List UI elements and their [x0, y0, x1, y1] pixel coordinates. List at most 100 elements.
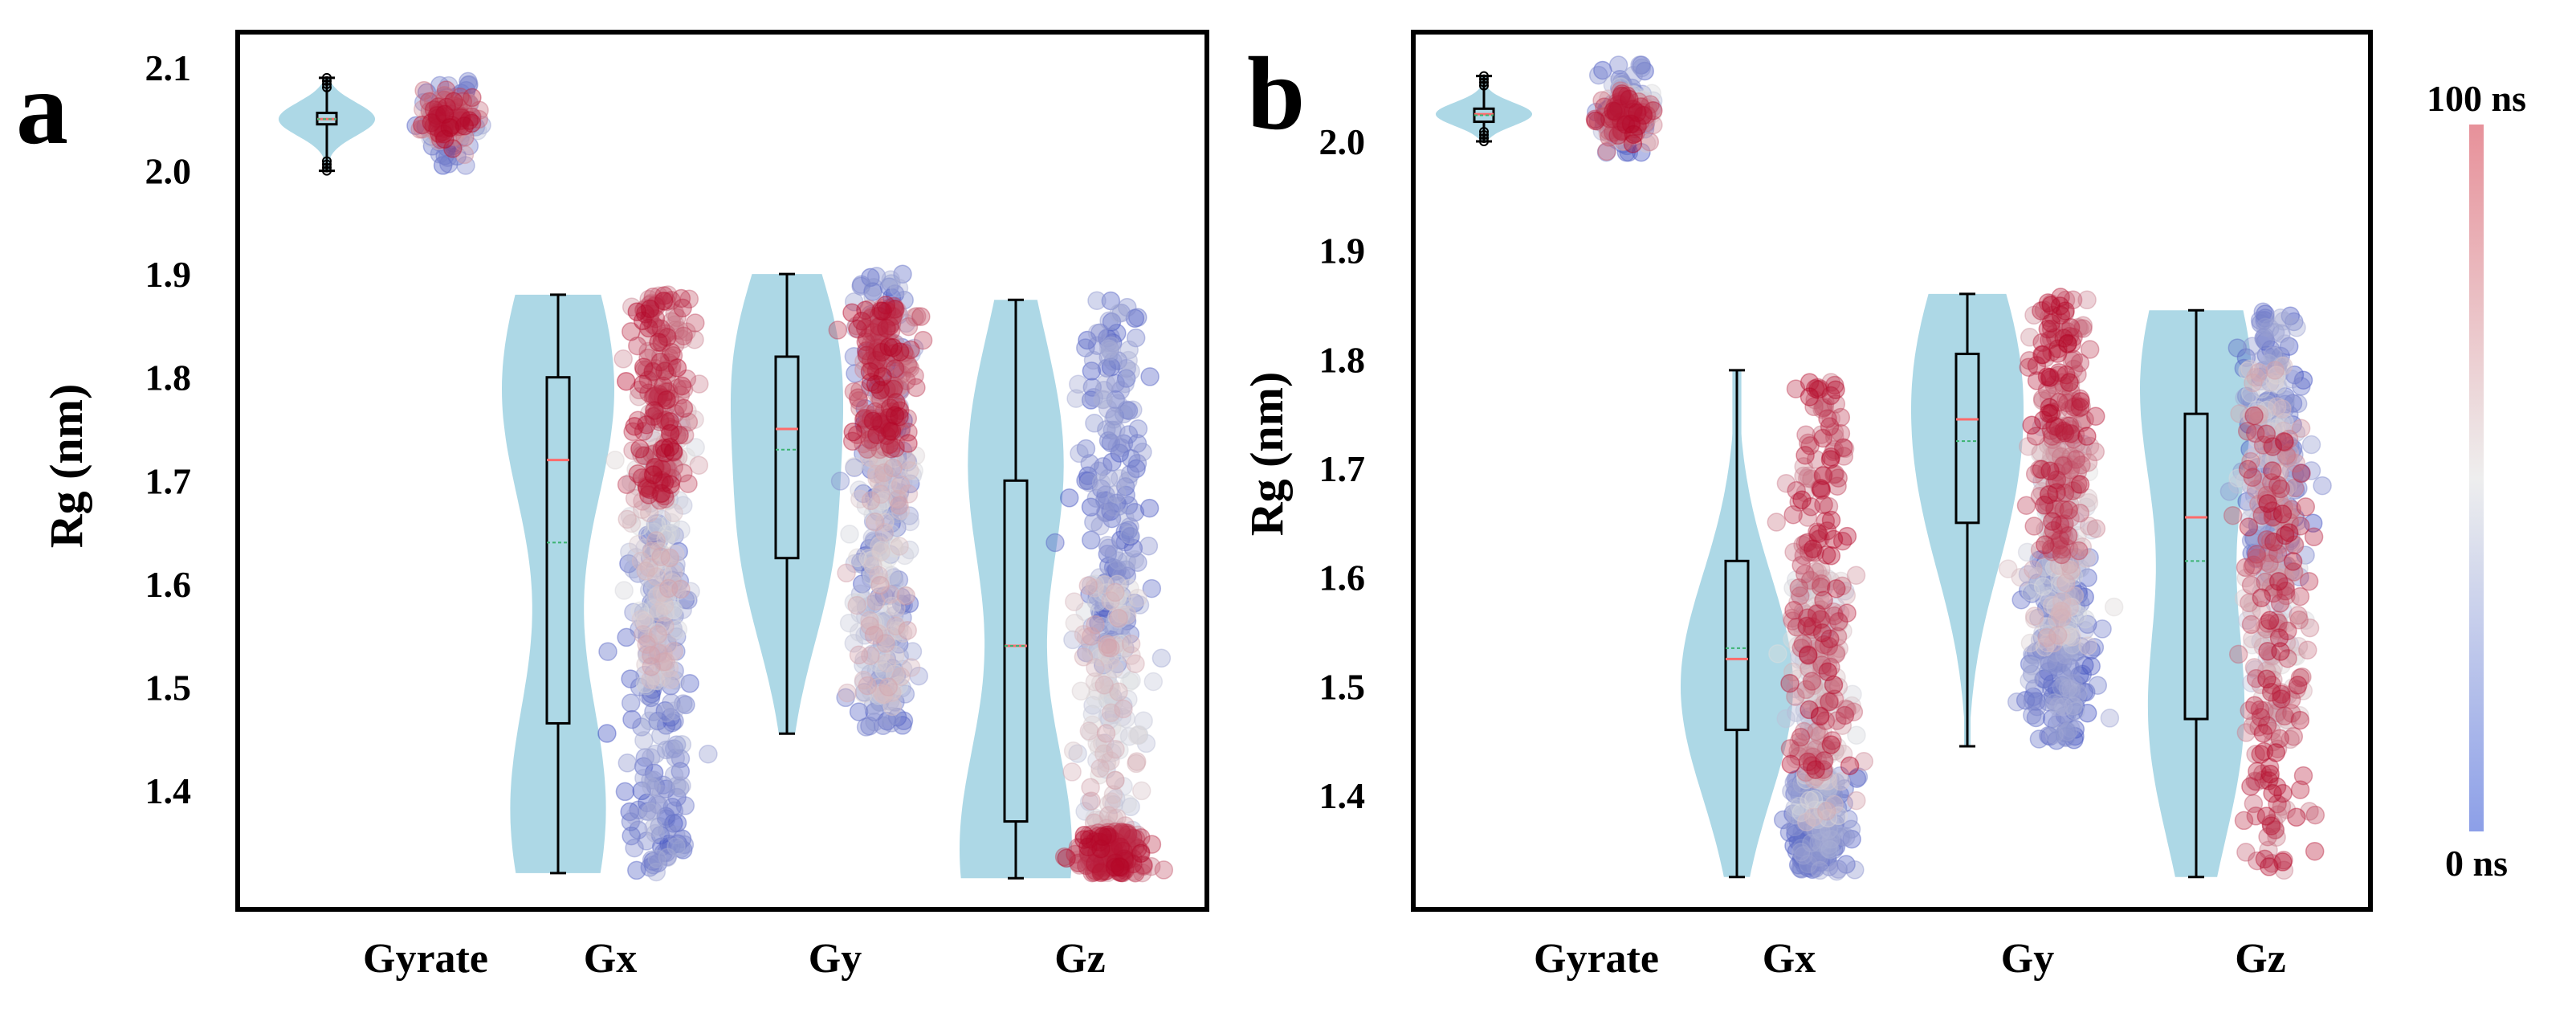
- scatter-point: [674, 694, 693, 713]
- scatter-point: [660, 411, 679, 431]
- scatter-point: [1820, 840, 1840, 860]
- scatter-point: [428, 105, 447, 125]
- scatter-point: [654, 462, 674, 481]
- scatter-point: [450, 129, 470, 149]
- scatter-point: [880, 313, 900, 333]
- scatter-point: [843, 422, 863, 442]
- scatter-point: [1074, 825, 1094, 845]
- scatter-point: [861, 569, 881, 589]
- scatter-point: [632, 781, 651, 801]
- scatter-point: [650, 406, 670, 426]
- scatter-point: [634, 625, 653, 644]
- scatter-point: [439, 109, 459, 129]
- scatter-point: [652, 459, 671, 479]
- scatter-point: [874, 352, 895, 372]
- scatter-point: [639, 476, 658, 496]
- scatter-point: [675, 835, 695, 855]
- scatter-point: [2040, 484, 2059, 504]
- scatter-point: [442, 100, 462, 120]
- scatter-point: [633, 492, 652, 511]
- scatter-point: [874, 374, 895, 394]
- scatter-point: [873, 467, 893, 486]
- scatter-point: [856, 598, 876, 617]
- scatter-point: [630, 517, 650, 537]
- scatter-point: [423, 111, 442, 131]
- scatter-point: [665, 711, 684, 731]
- scatter-point: [635, 607, 655, 627]
- scatter-point: [434, 117, 454, 137]
- scatter-point: [650, 726, 670, 745]
- scatter-point: [872, 480, 892, 500]
- scatter-point: [435, 117, 454, 137]
- scatter-point: [1824, 675, 1844, 695]
- scatter-point: [453, 111, 473, 131]
- scatter-point: [2088, 676, 2108, 695]
- scatter-point: [634, 360, 654, 379]
- scatter-point: [454, 104, 473, 125]
- scatter-point: [634, 731, 654, 750]
- scatter-point: [1106, 770, 1125, 790]
- scatter-point: [647, 623, 666, 642]
- scatter-point: [889, 278, 909, 298]
- scatter-point: [630, 380, 649, 400]
- scatter-point: [860, 551, 880, 570]
- scatter-point: [863, 282, 882, 301]
- scatter-point: [2058, 679, 2078, 698]
- scatter-point: [648, 385, 667, 405]
- scatter-point: [643, 287, 663, 307]
- scatter-point: [656, 410, 675, 431]
- scatter-point: [1083, 350, 1103, 370]
- scatter-point: [880, 586, 899, 606]
- scatter-point: [881, 270, 900, 289]
- scatter-point: [877, 353, 896, 374]
- scatter-point: [671, 288, 691, 308]
- scatter-point: [2260, 764, 2280, 784]
- scatter-point: [2272, 504, 2293, 524]
- scatter-point: [430, 99, 450, 118]
- outlier-point: [322, 79, 332, 89]
- scatter-point: [637, 643, 657, 663]
- scatter-point: [889, 305, 909, 325]
- scatter-point: [445, 96, 464, 116]
- scatter-point: [638, 647, 657, 666]
- scatter-point: [632, 717, 651, 737]
- scatter-point: [1066, 389, 1086, 408]
- scatter-point: [428, 104, 448, 124]
- scatter-point: [439, 127, 459, 147]
- scatter-point: [838, 683, 857, 703]
- scatter-point: [651, 319, 671, 339]
- scatter-point: [660, 389, 680, 408]
- panel-letter-a: a: [16, 51, 68, 166]
- scatter-point: [651, 547, 670, 566]
- scatter-point: [872, 660, 891, 680]
- scatter-point: [674, 464, 693, 483]
- scatter-point: [1804, 539, 1823, 558]
- scatter-point: [657, 365, 677, 385]
- scatter-point: [634, 357, 654, 377]
- scatter-point: [660, 423, 680, 443]
- scatter-point: [871, 612, 891, 631]
- scatter-point: [654, 291, 674, 311]
- scatter-point: [865, 338, 884, 358]
- scatter-point: [1791, 727, 1811, 747]
- scatter-point: [452, 100, 471, 120]
- scatter-point: [458, 108, 478, 128]
- scatter-point: [646, 317, 666, 337]
- scatter-point: [890, 496, 909, 515]
- scatter-point: [873, 301, 892, 321]
- scatter-point: [417, 83, 437, 102]
- scatter-point: [654, 388, 673, 407]
- scatter-point: [891, 587, 911, 607]
- scatter-point: [871, 534, 891, 554]
- scatter-point: [445, 108, 465, 127]
- scatter-point: [647, 631, 667, 651]
- y-tick-label: 1.6: [145, 564, 192, 605]
- scatter-point: [2263, 461, 2282, 480]
- y-tick-label: 2.0: [1319, 121, 1366, 162]
- scatter-point: [664, 622, 683, 642]
- scatter-point: [640, 451, 659, 472]
- scatter-point: [646, 514, 666, 533]
- scatter-point: [872, 541, 891, 560]
- scatter-point: [882, 713, 901, 733]
- scatter-point: [1109, 304, 1129, 323]
